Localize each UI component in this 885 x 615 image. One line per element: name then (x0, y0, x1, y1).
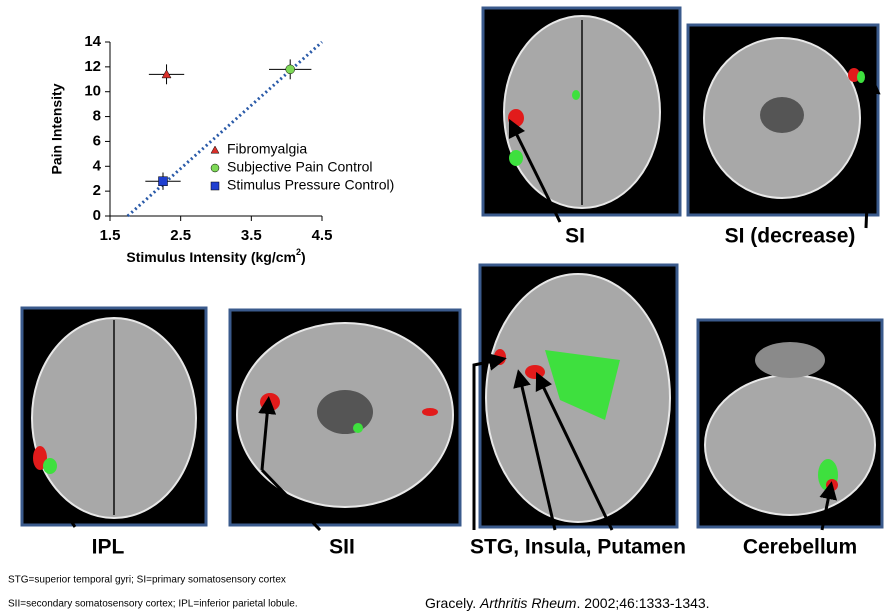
citation-author: Gracely. (425, 595, 480, 611)
slide: 0 2 4 6 8 10 12 14 1.5 2.5 3.5 4.5 Pain Intensity Sti… (0, 0, 885, 615)
y-tick-label: 4 (93, 157, 102, 174)
citation-details: . 2002;46:1333-1343. (576, 595, 709, 611)
panel-label: SI (565, 225, 585, 248)
y-tick-label: 10 (84, 83, 101, 100)
y-tick-label: 12 (84, 58, 101, 75)
legend-marker (211, 164, 219, 172)
footnote: SII=secondary somatosensory cortex; IPL=… (8, 599, 298, 610)
citation: Gracely. Arthritis Rheum. 2002;46:1333-1… (425, 595, 710, 611)
x-tick-label: 3.5 (241, 227, 262, 244)
y-tick-label: 8 (93, 108, 101, 125)
x-tick-label: 1.5 (100, 227, 121, 244)
y-tick-label: 6 (93, 132, 101, 149)
panel-label: SI (decrease) (725, 225, 856, 248)
legend-marker (211, 182, 219, 190)
panel-label: IPL (92, 536, 125, 559)
legend-marker (211, 146, 219, 153)
footnote: STG=superior temporal gyri; SI=primary s… (8, 575, 286, 586)
x-tick-label: 4.5 (312, 227, 333, 244)
x-tick-label: 2.5 (170, 227, 191, 244)
point (286, 65, 295, 74)
x-axis-label-part: ) (301, 249, 306, 265)
legend-label: Fibromyalgia (227, 141, 307, 157)
legend-label: Subjective Pain Control (227, 159, 373, 175)
legend-label: Stimulus Pressure Control) (227, 177, 394, 193)
x-axis-label: Stimulus Intensity (kg/cm2) (126, 247, 305, 264)
point (159, 177, 168, 186)
panel-label: STG, Insula, Putamen (470, 536, 686, 559)
y-tick-label: 0 (93, 207, 101, 224)
brain-images (22, 8, 882, 527)
panel-label: Cerebellum (743, 536, 857, 559)
y-tick-label: 2 (93, 182, 101, 199)
citation-journal: Arthritis Rheum (479, 595, 577, 611)
y-axis-label: Pain Intensity (49, 83, 65, 174)
y-tick-label: 14 (84, 33, 101, 50)
x-axis-label-part: Stimulus Intensity (kg/cm (126, 249, 296, 265)
chart: 0 2 4 6 8 10 12 14 1.5 2.5 3.5 4.5 Pain Intensity Sti… (49, 33, 395, 265)
panel-label: SII (329, 536, 355, 559)
